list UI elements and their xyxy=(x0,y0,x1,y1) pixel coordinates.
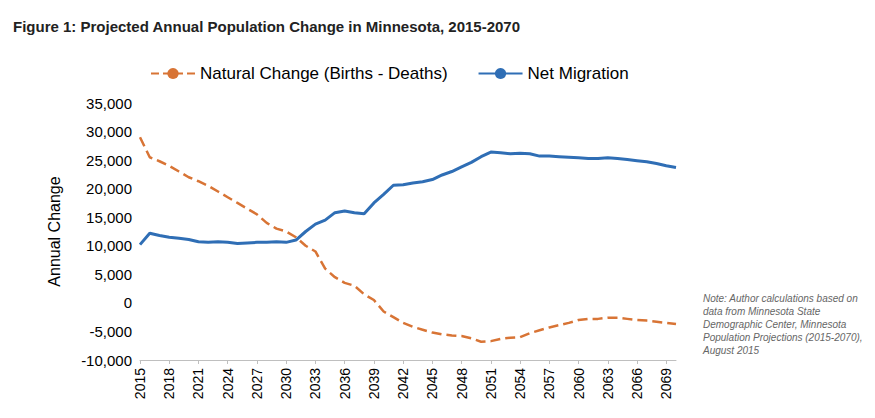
svg-text:-5,000: -5,000 xyxy=(89,323,132,340)
svg-text:2069: 2069 xyxy=(658,368,674,399)
svg-text:15,000: 15,000 xyxy=(86,209,132,226)
svg-text:2033: 2033 xyxy=(307,368,323,399)
svg-text:35,000: 35,000 xyxy=(86,95,132,112)
svg-text:-10,000: -10,000 xyxy=(81,352,132,369)
svg-text:2057: 2057 xyxy=(541,368,557,399)
svg-text:2030: 2030 xyxy=(278,368,294,399)
svg-text:data from Minnesota State: data from Minnesota State xyxy=(703,306,823,317)
svg-text:2066: 2066 xyxy=(629,368,645,399)
svg-text:5,000: 5,000 xyxy=(94,266,132,283)
svg-text:25,000: 25,000 xyxy=(86,152,132,169)
svg-text:2045: 2045 xyxy=(424,368,440,399)
svg-text:2042: 2042 xyxy=(395,368,411,399)
svg-text:2063: 2063 xyxy=(600,368,616,399)
svg-text:2018: 2018 xyxy=(161,368,177,399)
svg-text:2021: 2021 xyxy=(190,368,206,399)
svg-text:Net Migration: Net Migration xyxy=(528,64,629,83)
svg-text:2051: 2051 xyxy=(483,368,499,399)
svg-text:2048: 2048 xyxy=(454,368,470,399)
svg-text:2054: 2054 xyxy=(512,368,528,399)
svg-text:10,000: 10,000 xyxy=(86,237,132,254)
svg-text:Annual Change: Annual Change xyxy=(46,176,63,286)
svg-text:Note: Author calculations base: Note: Author calculations based on xyxy=(703,293,861,304)
svg-text:Population Projections (2015-2: Population Projections (2015-2070), xyxy=(703,332,865,343)
svg-text:2015: 2015 xyxy=(132,368,148,399)
svg-text:2024: 2024 xyxy=(220,368,236,399)
svg-text:2027: 2027 xyxy=(249,368,265,399)
svg-text:Demographic Center, Minnesota: Demographic Center, Minnesota xyxy=(703,319,849,330)
svg-text:20,000: 20,000 xyxy=(86,180,132,197)
svg-text:2039: 2039 xyxy=(366,368,382,399)
svg-text:Figure 1: Projected Annual Pop: Figure 1: Projected Annual Population Ch… xyxy=(13,18,520,35)
svg-text:2036: 2036 xyxy=(337,368,353,399)
svg-text:0: 0 xyxy=(124,294,132,311)
svg-text:2060: 2060 xyxy=(571,368,587,399)
svg-text:August 2015: August 2015 xyxy=(702,345,760,356)
svg-text:Natural Change (Births - Death: Natural Change (Births - Deaths) xyxy=(200,64,448,83)
svg-text:30,000: 30,000 xyxy=(86,123,132,140)
